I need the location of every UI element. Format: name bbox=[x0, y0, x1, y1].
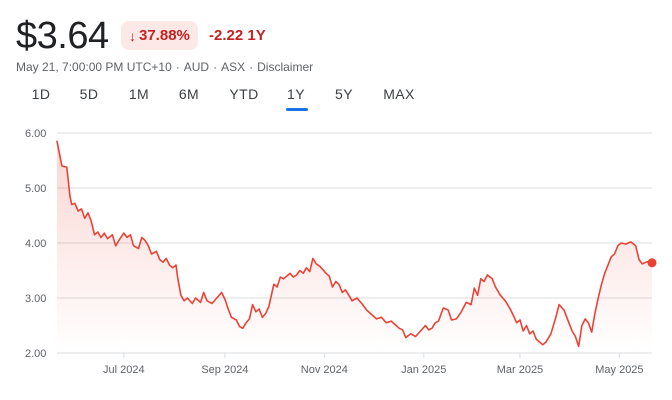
y-tick-label: 3.00 bbox=[25, 293, 46, 305]
last-price-marker bbox=[647, 258, 657, 268]
x-tick-label: Mar 2025 bbox=[497, 364, 543, 376]
tab-6m[interactable]: 6M bbox=[178, 86, 200, 102]
change-absolute: -2.22 1Y bbox=[209, 27, 266, 44]
x-tick-label: Nov 2024 bbox=[301, 364, 348, 376]
tab-ytd[interactable]: YTD bbox=[229, 86, 259, 102]
tab-1y[interactable]: 1Y bbox=[287, 86, 305, 102]
x-tick-label: Jan 2025 bbox=[401, 364, 446, 376]
tab-1d[interactable]: 1D bbox=[31, 86, 51, 102]
y-tick-label: 2.00 bbox=[25, 348, 46, 360]
quote-exchange: ASX bbox=[221, 60, 246, 74]
y-tick-label: 6.00 bbox=[25, 128, 46, 140]
quote-timestamp: May 21, 7:00:00 PM UTC+10 bbox=[16, 60, 172, 74]
price-area bbox=[57, 141, 652, 353]
active-tab-underline bbox=[286, 108, 308, 111]
tab-max[interactable]: MAX bbox=[383, 86, 415, 102]
quote-meta: May 21, 7:00:00 PM UTC+10 · AUD · ASX · Discla… bbox=[16, 60, 314, 74]
tab-1m[interactable]: 1M bbox=[128, 86, 150, 102]
change-percent-value: 37.88% bbox=[139, 27, 190, 44]
x-tick-label: May 2025 bbox=[595, 364, 643, 376]
tab-5y[interactable]: 5Y bbox=[335, 86, 353, 102]
y-tick-label: 5.00 bbox=[25, 183, 46, 195]
change-percent-badge: ↓ 37.88% bbox=[121, 21, 198, 50]
disclaimer-link[interactable]: Disclaimer bbox=[257, 60, 314, 74]
y-tick-label: 4.00 bbox=[25, 238, 46, 250]
x-tick-label: Jul 2024 bbox=[103, 364, 145, 376]
down-arrow-icon: ↓ bbox=[129, 27, 136, 44]
current-price: $3.64 bbox=[16, 15, 109, 57]
quote-currency: AUD bbox=[183, 60, 210, 74]
x-tick-label: Sep 2024 bbox=[201, 364, 248, 376]
price-line bbox=[56, 140, 653, 348]
tab-5d[interactable]: 5D bbox=[79, 86, 99, 102]
